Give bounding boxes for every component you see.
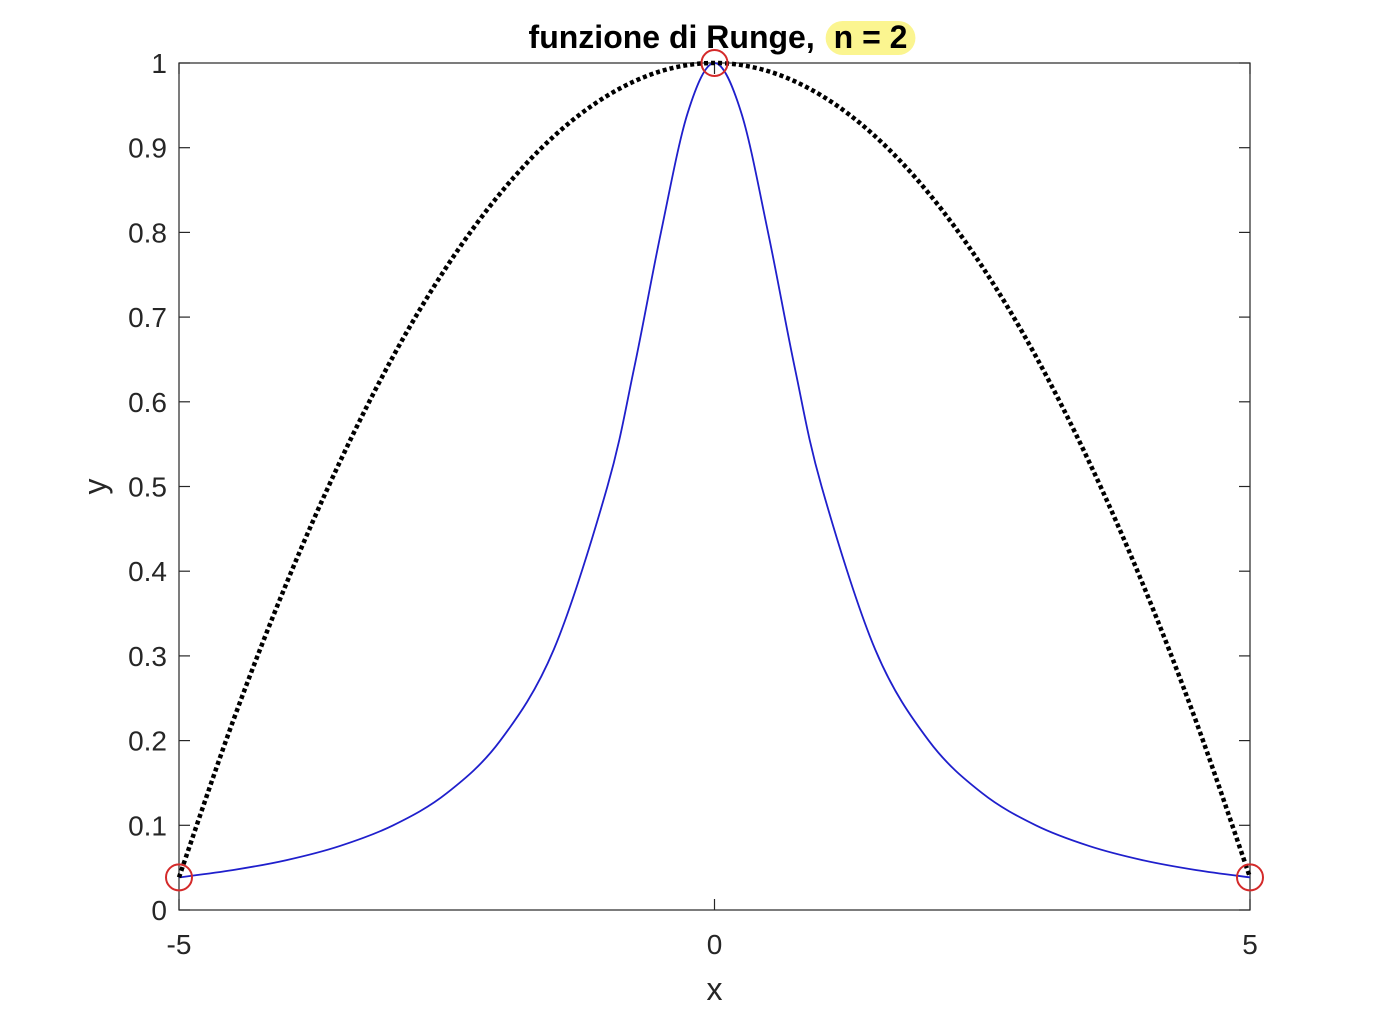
title-highlight-marker <box>825 21 916 55</box>
y-tick-label: 0.5 <box>128 472 167 503</box>
y-tick-label: 0.9 <box>128 133 167 164</box>
y-tick-label: 1 <box>151 48 167 79</box>
y-tick-label: 0.2 <box>128 726 167 757</box>
y-tick-label: 0.7 <box>128 302 167 333</box>
chart-title: funzione di Runge, n = 2 <box>529 19 916 55</box>
node-marker <box>165 863 193 892</box>
y-axis-label: y <box>77 479 113 495</box>
y-tick-label: 0.6 <box>128 387 167 418</box>
node-marker <box>700 49 729 77</box>
interpolating-polynomial-line <box>176 60 1253 879</box>
plot-area: -5 0 500.10.20.30.40.50.60.70.80.91 <box>128 48 1264 960</box>
x-tick-label: 5 <box>1242 929 1258 960</box>
node-marker <box>1236 863 1264 892</box>
chart-title-text: funzione di Runge, n = 2 <box>529 19 908 55</box>
y-tick-label: 0.8 <box>128 217 167 248</box>
y-tick-label: 0.3 <box>128 641 167 672</box>
y-tick-label: 0.4 <box>128 556 167 587</box>
x-tick-label: 0 <box>707 929 723 960</box>
x-axis-label: x <box>707 971 723 1007</box>
chart-title-main: funzione di Runge, <box>529 19 815 55</box>
y-tick-label: 0 <box>151 895 167 926</box>
y-tick-label: 0.1 <box>128 810 167 841</box>
x-tick-label: -5 <box>167 929 192 960</box>
chart-title-highlight: n = 2 <box>834 19 908 55</box>
